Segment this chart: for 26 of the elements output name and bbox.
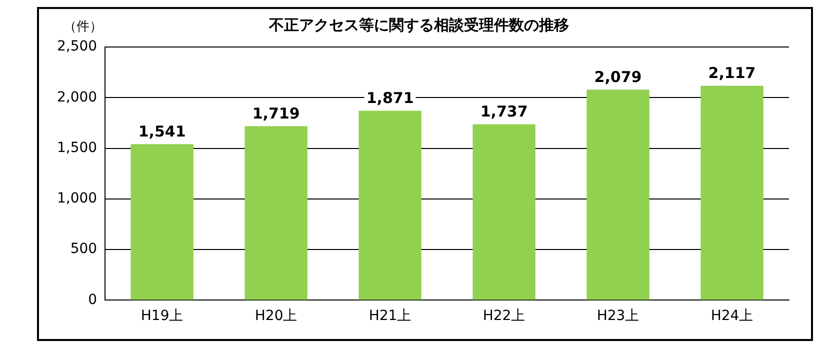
bar	[244, 126, 308, 300]
bar	[472, 124, 536, 300]
x-tick-label: H21上	[368, 308, 412, 324]
y-tick-label: 0	[88, 292, 98, 308]
chart-title: 不正アクセス等に関する相談受理件数の推移	[268, 16, 569, 34]
data-label: 1,737	[480, 102, 528, 121]
x-tick-label: H19上	[140, 308, 184, 324]
data-label: 2,117	[708, 64, 756, 82]
bar	[130, 144, 194, 300]
y-tick-label: 2,500	[56, 38, 98, 55]
data-label: 2,079	[594, 68, 642, 86]
x-tick-label: H20上	[254, 308, 298, 324]
x-tick-label: H24上	[710, 308, 754, 324]
x-tick-label: H23上	[596, 308, 640, 324]
y-tick-label: 500	[70, 241, 98, 258]
bar	[358, 110, 422, 300]
y-tick-label: 2,000	[56, 89, 98, 106]
bar	[586, 90, 650, 300]
y-tick-label: 1,000	[56, 190, 98, 207]
data-label: 1,871	[366, 89, 414, 108]
bar	[700, 86, 764, 300]
data-label: 1,541	[138, 122, 186, 141]
y-axis-title: （件）	[64, 19, 103, 34]
y-tick-label: 1,500	[56, 140, 98, 156]
x-tick-label: H22上	[482, 308, 526, 324]
data-label: 1,719	[252, 104, 300, 122]
